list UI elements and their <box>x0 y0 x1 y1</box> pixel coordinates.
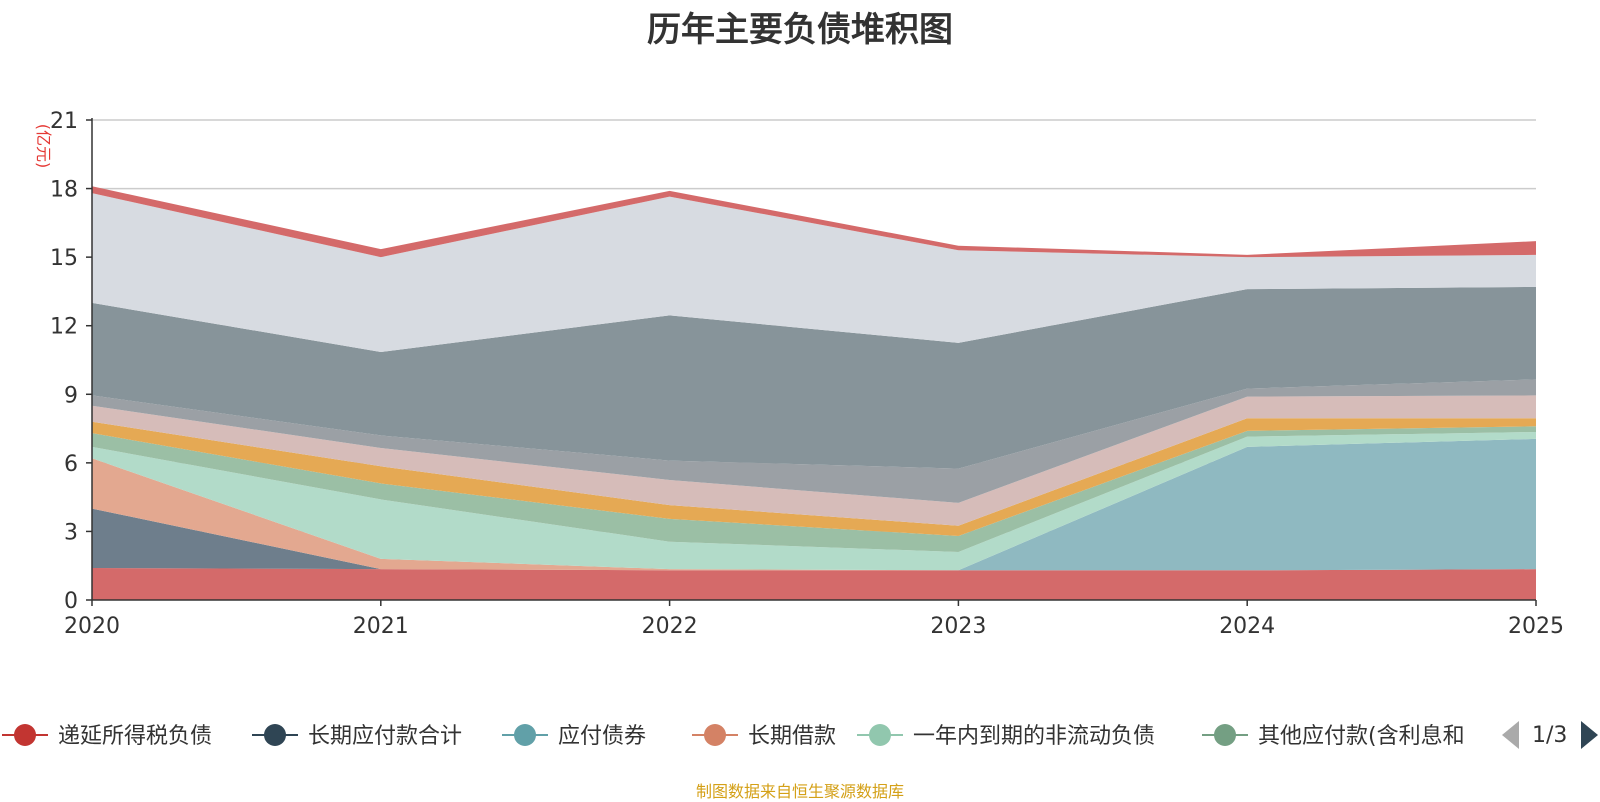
area-series-c <box>92 438 1536 571</box>
legend-prev-page-icon[interactable] <box>1502 721 1519 749</box>
y-tick-label: 18 <box>50 178 78 203</box>
x-tick-label: 2020 <box>64 614 120 639</box>
legend-item[interactable]: 应付债券 <box>502 724 646 749</box>
y-tick-label: 15 <box>50 246 78 271</box>
area-series-e <box>92 432 1536 571</box>
legend-page-indicator: 1/3 <box>1532 723 1567 748</box>
data-source-footer: 制图数据来自恒生聚源数据库 <box>695 782 904 801</box>
legend-label: 递延所得税负债 <box>58 724 212 749</box>
legend-marker <box>264 724 286 746</box>
legend-marker <box>869 724 891 746</box>
x-tick-label: 2024 <box>1219 614 1275 639</box>
legend-item[interactable]: 递延所得税负债 <box>2 724 212 749</box>
area-series-i <box>92 379 1536 503</box>
legend-marker <box>1214 724 1236 746</box>
legend-item[interactable]: 其他应付款(含利息和 <box>1202 724 1465 749</box>
legend-label: 一年内到期的非流动负债 <box>913 724 1155 749</box>
area-series-g <box>92 418 1536 536</box>
y-tick-label: 9 <box>64 383 78 408</box>
legend-marker <box>704 724 726 746</box>
legend-item[interactable]: 一年内到期的非流动负债 <box>857 724 1155 749</box>
area-series-j <box>92 286 1536 469</box>
y-tick-label: 12 <box>50 315 78 340</box>
area-series-group <box>92 186 1536 600</box>
area-series-h <box>92 395 1536 526</box>
y-axis-unit-label: (亿元) <box>34 124 53 169</box>
legend-item[interactable]: 长期借款 <box>692 724 836 749</box>
area-series-l <box>92 186 1536 258</box>
y-tick-label: 6 <box>64 452 78 477</box>
chart-title: 历年主要负债堆积图 <box>647 10 953 50</box>
area-series-b <box>92 508 1536 571</box>
x-tick-label: 2021 <box>353 614 409 639</box>
y-tick-label: 21 <box>50 109 78 134</box>
legend-label: 其他应付款(含利息和 <box>1258 724 1465 749</box>
y-tick-label: 0 <box>64 589 78 614</box>
legend-label: 长期应付款合计 <box>308 724 462 749</box>
area-series-k <box>92 193 1536 352</box>
legend-marker <box>14 724 36 746</box>
x-tick-label: 2025 <box>1508 614 1564 639</box>
x-tick-label: 2022 <box>642 614 698 639</box>
legend-item[interactable]: 长期应付款合计 <box>252 724 462 749</box>
y-tick-label: 3 <box>64 520 78 545</box>
area-series-a <box>92 568 1536 600</box>
legend-next-page-icon[interactable] <box>1581 721 1598 749</box>
area-series-f <box>92 426 1536 552</box>
legend-label: 应付债券 <box>558 724 646 749</box>
legend-label: 长期借款 <box>748 724 836 749</box>
legend-marker <box>514 724 536 746</box>
legend: 递延所得税负债 长期应付款合计 应付债券 长期借款 一年内到期的非流动负债 其他应付款(含… <box>2 721 1598 749</box>
axes: 0 3 6 9 12 15 18 21 2020 2021 2022 2023 2024 2025 <box>50 109 1564 639</box>
x-tick-label: 2023 <box>930 614 986 639</box>
